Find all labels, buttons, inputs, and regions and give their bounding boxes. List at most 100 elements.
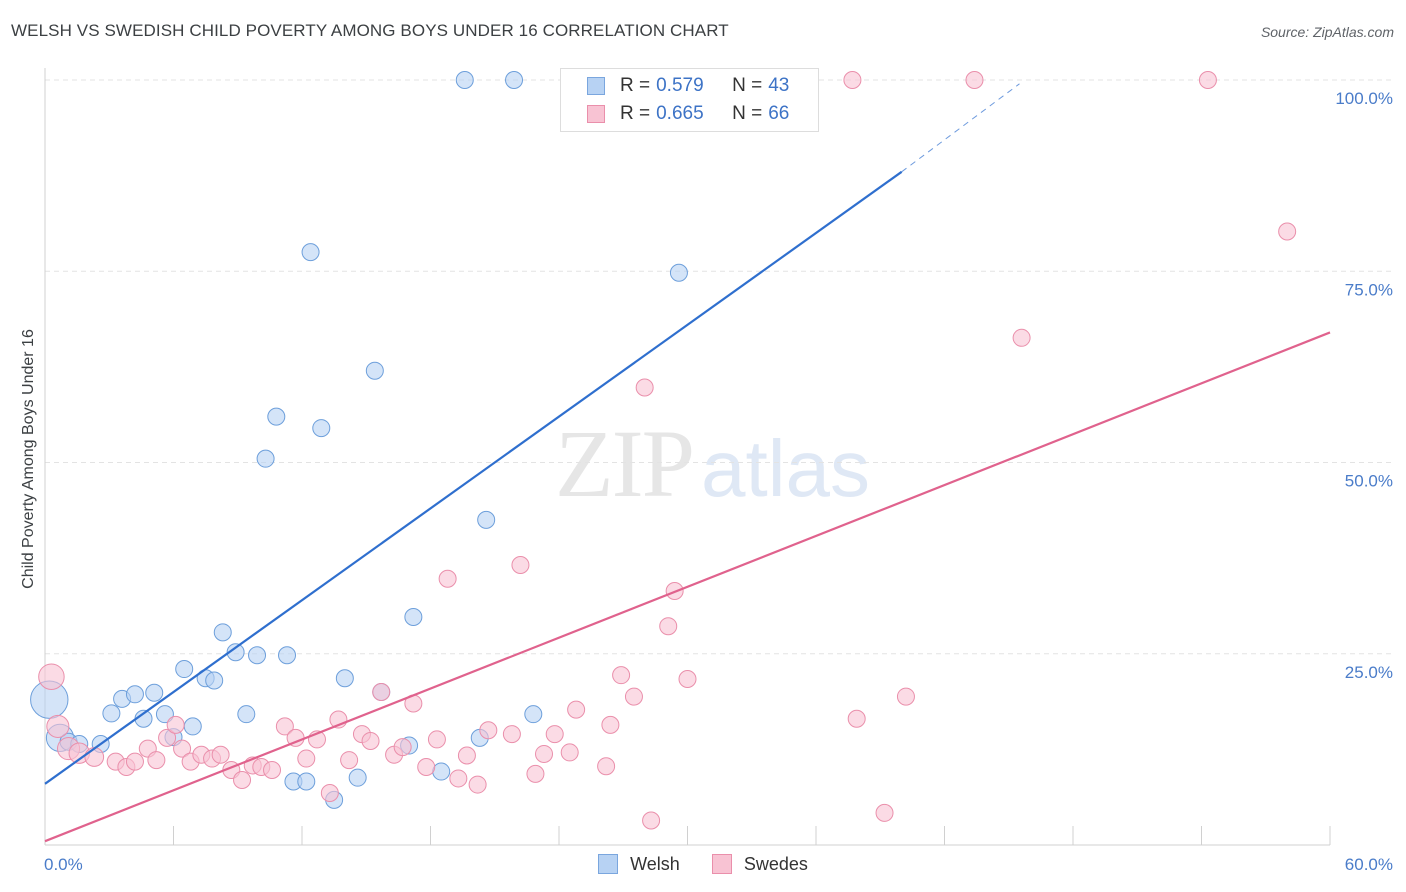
legend-n-value: 43 bbox=[768, 75, 790, 96]
point-welsh bbox=[365, 361, 384, 380]
point-welsh bbox=[505, 71, 524, 89]
point-swedes bbox=[1278, 222, 1297, 241]
point-welsh bbox=[455, 71, 474, 89]
point-swedes bbox=[297, 749, 316, 768]
point-swedes bbox=[526, 764, 545, 783]
point-swedes bbox=[601, 715, 620, 734]
point-welsh bbox=[267, 407, 286, 426]
point-swedes bbox=[847, 709, 866, 728]
point-swedes bbox=[438, 569, 457, 588]
point-swedes bbox=[1198, 71, 1217, 89]
point-swedes bbox=[457, 746, 476, 765]
legend-r-label: R = bbox=[620, 103, 651, 124]
point-swedes bbox=[233, 770, 252, 789]
point-welsh bbox=[145, 683, 164, 702]
point-swedes bbox=[46, 714, 70, 738]
point-swedes bbox=[535, 744, 554, 763]
point-swedes bbox=[147, 751, 166, 770]
point-swedes bbox=[896, 687, 915, 706]
grid-lines bbox=[45, 79, 1392, 655]
series-name-welsh: Welsh bbox=[630, 853, 680, 874]
point-welsh bbox=[205, 671, 224, 690]
series-swatch-swedes bbox=[711, 854, 732, 874]
trend-extension-welsh bbox=[901, 83, 1020, 173]
point-swedes bbox=[417, 757, 436, 776]
point-swedes bbox=[642, 811, 661, 830]
y-tick-label: 75.0% bbox=[1345, 280, 1393, 299]
point-swedes bbox=[173, 739, 192, 758]
point-swedes bbox=[511, 556, 530, 575]
point-welsh bbox=[669, 263, 688, 282]
watermark-zip: ZIP bbox=[555, 410, 695, 517]
point-swedes bbox=[468, 775, 487, 794]
point-swedes bbox=[361, 731, 380, 750]
point-swedes bbox=[624, 687, 643, 706]
trend-line-welsh bbox=[44, 170, 903, 785]
y-tick-label: 50.0% bbox=[1345, 472, 1393, 491]
data-points bbox=[30, 71, 1297, 830]
correlation-legend: R = 0.579 N = 43 R = 0.665 N = 66 bbox=[560, 68, 819, 132]
point-welsh bbox=[256, 449, 275, 468]
series-legend: Welsh Swedes bbox=[0, 852, 1406, 876]
chart-title: WELSH VS SWEDISH CHILD POVERTY AMONG BOY… bbox=[11, 21, 729, 40]
series-legend-welsh[interactable]: Welsh bbox=[598, 854, 680, 875]
point-swedes bbox=[612, 666, 631, 685]
point-welsh bbox=[348, 768, 367, 787]
legend-n-value: 66 bbox=[768, 103, 790, 124]
point-welsh bbox=[404, 608, 423, 627]
point-swedes bbox=[211, 745, 230, 764]
point-swedes bbox=[427, 730, 446, 749]
point-welsh bbox=[301, 243, 320, 262]
point-welsh bbox=[183, 717, 202, 736]
trend-line-swedes bbox=[44, 331, 1331, 843]
point-welsh bbox=[432, 762, 451, 781]
point-swedes bbox=[965, 71, 984, 89]
point-welsh bbox=[335, 669, 354, 688]
point-swedes bbox=[125, 752, 144, 771]
watermark-atlas: atlas bbox=[701, 424, 870, 513]
legend-row-welsh: R = 0.579 N = 43 bbox=[587, 75, 789, 97]
legend-r-label: R = bbox=[620, 75, 651, 96]
point-welsh bbox=[477, 510, 496, 529]
legend-row-swedes: R = 0.665 N = 66 bbox=[587, 103, 789, 125]
point-swedes bbox=[659, 617, 678, 636]
point-welsh bbox=[278, 646, 297, 665]
legend-swatch-swedes bbox=[587, 105, 605, 123]
y-tick-label: 25.0% bbox=[1345, 663, 1393, 682]
point-swedes bbox=[1012, 328, 1031, 347]
point-swedes bbox=[479, 721, 498, 740]
point-swedes bbox=[275, 717, 294, 736]
x-tick-label: 0.0% bbox=[44, 855, 83, 874]
point-welsh bbox=[175, 660, 194, 679]
point-welsh bbox=[125, 685, 144, 704]
point-welsh bbox=[102, 704, 121, 723]
point-swedes bbox=[320, 783, 339, 802]
point-swedes bbox=[158, 728, 177, 747]
point-swedes bbox=[393, 738, 412, 757]
trend-lines bbox=[44, 83, 1331, 843]
point-swedes bbox=[678, 669, 697, 688]
point-swedes bbox=[545, 725, 564, 744]
watermark: ZIP atlas bbox=[555, 408, 870, 519]
series-legend-swedes[interactable]: Swedes bbox=[711, 854, 808, 875]
point-swedes bbox=[843, 71, 862, 89]
point-swedes bbox=[372, 683, 391, 701]
axes bbox=[44, 68, 1331, 846]
point-swedes bbox=[597, 757, 616, 776]
point-welsh bbox=[524, 705, 543, 724]
point-swedes bbox=[875, 803, 894, 822]
point-welsh bbox=[155, 705, 174, 724]
legend-n-label: N = bbox=[732, 103, 763, 124]
point-swedes bbox=[38, 663, 65, 690]
legend-r-value: 0.665 bbox=[656, 103, 704, 124]
x-tick-label: 60.0% bbox=[1345, 855, 1393, 874]
source-credit: Source: ZipAtlas.com bbox=[1260, 24, 1394, 40]
point-welsh bbox=[237, 705, 256, 724]
point-swedes bbox=[263, 761, 282, 780]
point-welsh bbox=[312, 419, 331, 438]
point-swedes bbox=[449, 769, 468, 788]
point-welsh bbox=[213, 623, 232, 642]
y-tick-label: 100.0% bbox=[1335, 89, 1393, 108]
point-welsh bbox=[297, 772, 316, 791]
